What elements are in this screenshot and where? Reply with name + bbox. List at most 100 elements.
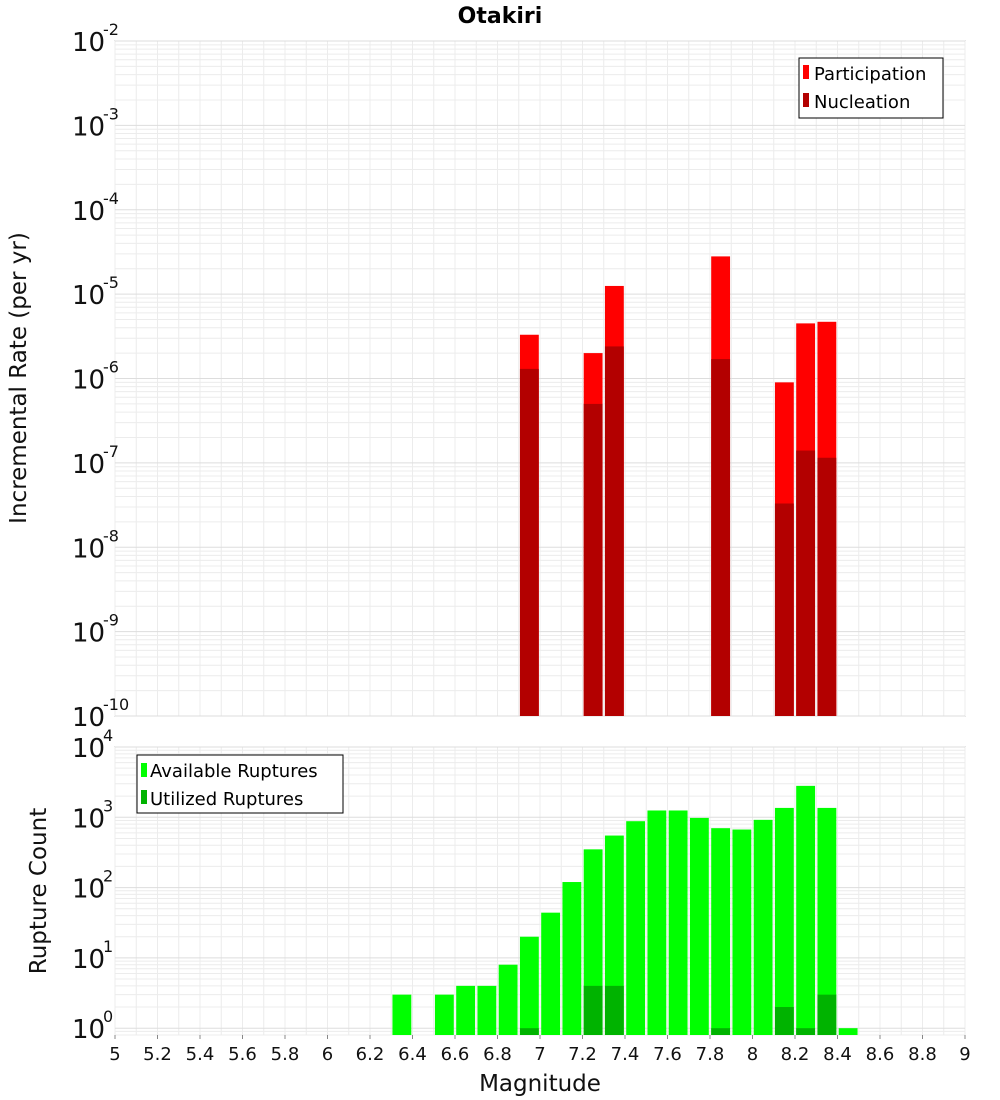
bottom-utilized-ruptures-bar xyxy=(583,985,603,1035)
bottom-bars xyxy=(392,785,858,1035)
y-tick-exponent: 1 xyxy=(103,937,113,956)
bottom-available-ruptures-bar xyxy=(477,985,497,1035)
y-tick-exponent: -4 xyxy=(103,189,119,208)
top-nucleation-bar xyxy=(796,450,816,716)
legend-swatch-participation xyxy=(803,65,809,79)
y-tick-exponent: -8 xyxy=(103,526,119,545)
x-ticks: 5 5.2 5.4 5.6 5.8 6 6.2 6.4 6.6 6.8 7 7.2 7.4 7.6 7.8 8… xyxy=(109,1035,971,1065)
top-nucleation-bar xyxy=(774,503,794,716)
bottom-legend-box xyxy=(136,754,344,814)
chart-title: Otakiri xyxy=(458,4,543,29)
bottom-utilized-ruptures-bar xyxy=(796,1028,816,1035)
top-nucleation-bar xyxy=(519,368,539,716)
y-tick-exponent: -9 xyxy=(103,611,119,630)
y-tick-label: 10 xyxy=(72,619,105,649)
bottom-legend: Available Ruptures Utilized Ruptures xyxy=(136,754,344,814)
y-tick-exponent: 0 xyxy=(103,1007,113,1026)
legend-label-participation: Participation xyxy=(814,64,926,85)
y-tick-label: 10 xyxy=(72,734,105,764)
bottom-y-axis-title: Rupture Count xyxy=(26,808,52,974)
bottom-utilized-ruptures-bar xyxy=(604,985,624,1035)
bottom-available-ruptures-bar xyxy=(562,882,582,1035)
x-tick-label: 6.6 xyxy=(441,1044,470,1065)
bottom-available-ruptures-bar xyxy=(626,821,646,1035)
bottom-available-ruptures-bar xyxy=(668,810,688,1035)
bottom-utilized-ruptures-bar xyxy=(519,1028,539,1035)
bottom-available-ruptures-bar xyxy=(796,785,816,1035)
x-tick-label: 8.4 xyxy=(823,1044,852,1065)
y-tick-exponent: -5 xyxy=(103,273,119,292)
bottom-available-ruptures-bar xyxy=(689,817,709,1035)
x-tick-label: 5.8 xyxy=(271,1044,300,1065)
legend-swatch-available-ruptures xyxy=(141,763,147,777)
bottom-available-ruptures-bar xyxy=(604,835,624,1035)
y-tick-exponent: -10 xyxy=(103,695,129,714)
y-tick-label: 10 xyxy=(72,703,105,733)
y-tick-exponent: -6 xyxy=(103,358,119,377)
bottom-available-ruptures-bar xyxy=(498,964,518,1035)
bottom-available-ruptures-bar xyxy=(774,807,794,1035)
y-tick-label: 10 xyxy=(72,1015,105,1045)
x-tick-label: 8.2 xyxy=(781,1044,810,1065)
top-nucleation-bar xyxy=(711,359,731,716)
x-tick-label: 8 xyxy=(747,1044,758,1065)
bottom-available-ruptures-bar xyxy=(434,994,454,1035)
x-tick-label: 5.4 xyxy=(186,1044,215,1065)
x-tick-label: 6.2 xyxy=(356,1044,385,1065)
y-tick-exponent: -3 xyxy=(103,104,119,123)
legend-swatch-utilized-ruptures xyxy=(141,790,147,804)
y-tick-exponent: 3 xyxy=(103,796,113,815)
bottom-available-ruptures-bar xyxy=(732,829,752,1035)
bottom-available-ruptures-bar xyxy=(647,810,667,1035)
y-tick-label: 10 xyxy=(72,281,105,311)
bottom-available-ruptures-bar xyxy=(519,936,539,1035)
top-nucleation-bar xyxy=(817,457,837,716)
bottom-available-ruptures-bar xyxy=(711,828,731,1035)
y-tick-label: 10 xyxy=(72,366,105,396)
x-tick-label: 8.6 xyxy=(866,1044,895,1065)
top-legend: Participation Nucleation xyxy=(798,57,944,119)
y-tick-exponent: -7 xyxy=(103,442,119,461)
top-nucleation-bar xyxy=(583,403,603,716)
bottom-available-ruptures-bar xyxy=(817,807,837,1035)
bottom-available-ruptures-bar xyxy=(392,994,412,1035)
y-tick-label: 10 xyxy=(72,197,105,227)
y-tick-label: 10 xyxy=(72,28,105,58)
bottom-utilized-ruptures-bar xyxy=(711,1028,731,1035)
top-bars xyxy=(519,256,837,716)
x-tick-label: 5.6 xyxy=(228,1044,257,1065)
y-tick-label: 10 xyxy=(72,112,105,142)
x-tick-label: 9 xyxy=(959,1044,970,1065)
x-tick-label: 7.2 xyxy=(568,1044,597,1065)
x-axis-title: Magnitude xyxy=(479,1071,601,1097)
x-tick-label: 7.4 xyxy=(611,1044,640,1065)
top-nucleation-bar xyxy=(604,346,624,716)
top-legend-box xyxy=(798,57,944,119)
top-gridlines xyxy=(114,40,966,717)
legend-label-nucleation: Nucleation xyxy=(814,92,910,113)
bottom-utilized-ruptures-bar xyxy=(817,994,837,1035)
y-tick-label: 10 xyxy=(72,450,105,480)
legend-swatch-nucleation xyxy=(803,93,809,107)
top-y-ticks: 10-210-310-410-510-610-710-810-910-10 xyxy=(72,20,129,733)
y-tick-label: 10 xyxy=(72,804,105,834)
x-tick-label: 7.8 xyxy=(696,1044,725,1065)
y-tick-exponent: 2 xyxy=(103,867,113,886)
bottom-available-ruptures-bar xyxy=(753,819,773,1035)
bottom-utilized-ruptures-bar xyxy=(774,1007,794,1035)
y-tick-label: 10 xyxy=(72,945,105,975)
x-tick-label: 6.4 xyxy=(398,1044,427,1065)
y-tick-exponent: -2 xyxy=(103,20,119,39)
y-tick-label: 10 xyxy=(72,534,105,564)
y-tick-label: 10 xyxy=(72,875,105,905)
x-tick-label: 5.2 xyxy=(143,1044,172,1065)
x-tick-label: 7 xyxy=(534,1044,545,1065)
x-tick-label: 8.8 xyxy=(908,1044,937,1065)
x-tick-label: 5 xyxy=(109,1044,120,1065)
legend-label-available-ruptures: Available Ruptures xyxy=(150,761,318,782)
y-tick-exponent: 4 xyxy=(103,726,113,745)
bottom-available-ruptures-bar xyxy=(541,912,561,1035)
bottom-available-ruptures-bar xyxy=(456,985,476,1035)
